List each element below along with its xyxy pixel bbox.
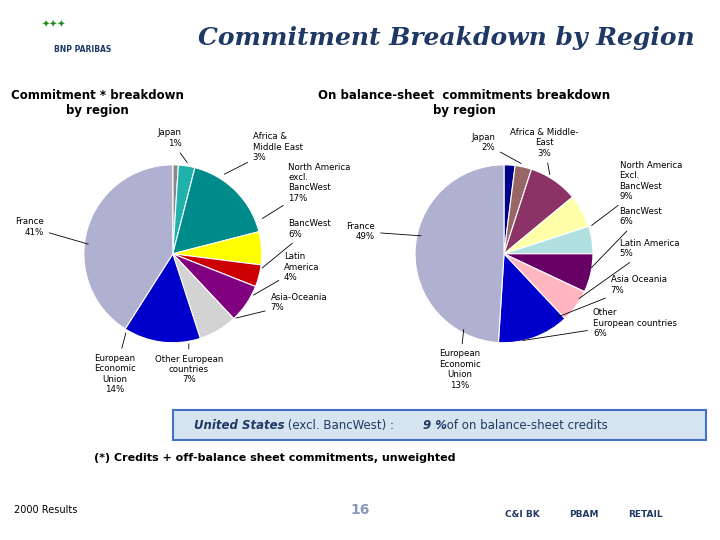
Wedge shape xyxy=(504,197,588,254)
Text: RETAIL: RETAIL xyxy=(628,510,662,518)
Text: BancWest
6%: BancWest 6% xyxy=(591,207,662,268)
Text: European
Economic
Union
14%: European Economic Union 14% xyxy=(94,333,136,394)
Text: France
49%: France 49% xyxy=(346,222,421,241)
Wedge shape xyxy=(173,254,234,339)
Text: 9 %: 9 % xyxy=(423,418,446,432)
Text: Africa &
Middle East
3%: Africa & Middle East 3% xyxy=(224,132,303,174)
Text: C&I BK: C&I BK xyxy=(505,510,540,518)
Text: ✦✦✦: ✦✦✦ xyxy=(42,19,66,29)
Text: United States: United States xyxy=(194,418,284,432)
Text: Commitment * breakdown
by region: Commitment * breakdown by region xyxy=(11,89,184,117)
Text: Other European
countries
7%: Other European countries 7% xyxy=(155,344,223,384)
Wedge shape xyxy=(504,165,515,254)
Wedge shape xyxy=(504,169,572,254)
Text: North America
Excl.
BancWest
9%: North America Excl. BancWest 9% xyxy=(592,161,682,225)
Wedge shape xyxy=(173,254,261,287)
Wedge shape xyxy=(498,254,565,343)
Text: GROUP: GROUP xyxy=(440,510,476,518)
Text: Latin
America
4%: Latin America 4% xyxy=(253,252,320,295)
Wedge shape xyxy=(173,254,256,319)
Wedge shape xyxy=(84,165,173,329)
Wedge shape xyxy=(173,232,262,265)
Wedge shape xyxy=(504,166,531,254)
Text: of on balance-sheet credits: of on balance-sheet credits xyxy=(444,418,608,432)
Text: North America
excl.
BancWest
17%: North America excl. BancWest 17% xyxy=(262,163,351,219)
Text: Latin America
5%: Latin America 5% xyxy=(579,239,679,299)
Wedge shape xyxy=(173,165,179,254)
Wedge shape xyxy=(125,254,200,343)
Text: Asia-Oceania
7%: Asia-Oceania 7% xyxy=(236,293,328,318)
Text: 2000 Results: 2000 Results xyxy=(14,505,78,515)
Text: Japan
2%: Japan 2% xyxy=(471,133,521,164)
Text: Asia Oceania
7%: Asia Oceania 7% xyxy=(558,275,667,317)
Text: European
Economic
Union
13%: European Economic Union 13% xyxy=(438,329,480,389)
Wedge shape xyxy=(504,226,593,254)
Text: Japan
1%: Japan 1% xyxy=(158,129,187,163)
Text: 16: 16 xyxy=(351,503,369,517)
Text: BancWest
6%: BancWest 6% xyxy=(262,219,331,268)
Text: On balance-sheet  commitments breakdown
by region: On balance-sheet commitments breakdown b… xyxy=(318,89,611,117)
Text: (*) Credits + off-balance sheet commitments, unweighted: (*) Credits + off-balance sheet commitme… xyxy=(94,453,455,463)
Text: Other
European countries
6%: Other European countries 6% xyxy=(523,308,677,341)
Wedge shape xyxy=(504,254,585,319)
Wedge shape xyxy=(504,254,593,292)
Wedge shape xyxy=(415,165,504,342)
Text: (excl. BancWest) :: (excl. BancWest) : xyxy=(284,418,398,432)
Text: PBAM: PBAM xyxy=(570,510,598,518)
Text: Africa & Middle-
East
3%: Africa & Middle- East 3% xyxy=(510,128,578,174)
Wedge shape xyxy=(173,165,195,254)
Text: Commitment Breakdown by Region: Commitment Breakdown by Region xyxy=(198,25,695,50)
Text: BNP PARIBAS: BNP PARIBAS xyxy=(54,45,112,54)
Text: France
41%: France 41% xyxy=(15,218,89,244)
Wedge shape xyxy=(173,167,259,254)
